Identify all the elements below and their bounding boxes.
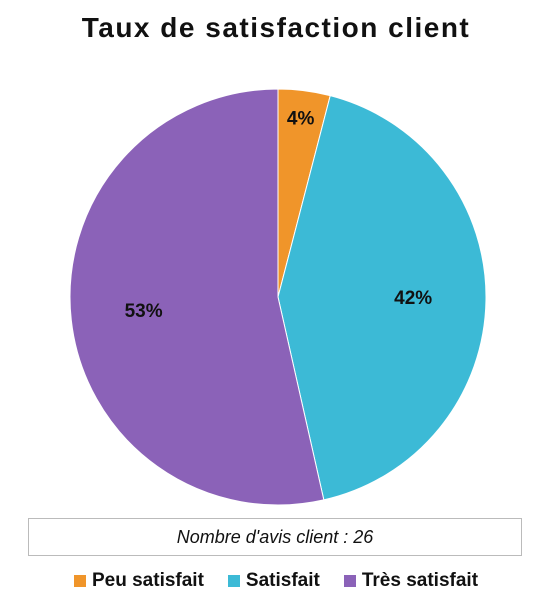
pie-chart: 4% 42% 53%	[69, 88, 487, 506]
annotation: Nombre d'avis client : 26	[28, 518, 522, 556]
legend-label: Très satisfait	[361, 570, 479, 591]
legend-label: Satisfait	[245, 570, 320, 591]
pie-slice	[69, 88, 325, 506]
legend: Peu satisfait Satisfait Très satisfait	[0, 570, 552, 592]
chart-title: Taux de satisfaction client	[81, 12, 471, 43]
data-label: 4%	[287, 109, 315, 130]
data-label: 42%	[394, 288, 432, 309]
legend-swatch	[227, 575, 240, 587]
legend-item: Satisfait	[227, 570, 320, 592]
legend-item: Peu satisfait	[73, 570, 204, 592]
legend-swatch	[343, 575, 356, 587]
legend-swatch	[73, 575, 86, 587]
pie-slice	[277, 95, 487, 501]
data-label: 53%	[125, 301, 163, 322]
legend-item: Très satisfait	[343, 570, 479, 592]
legend-label: Peu satisfait	[91, 570, 204, 591]
